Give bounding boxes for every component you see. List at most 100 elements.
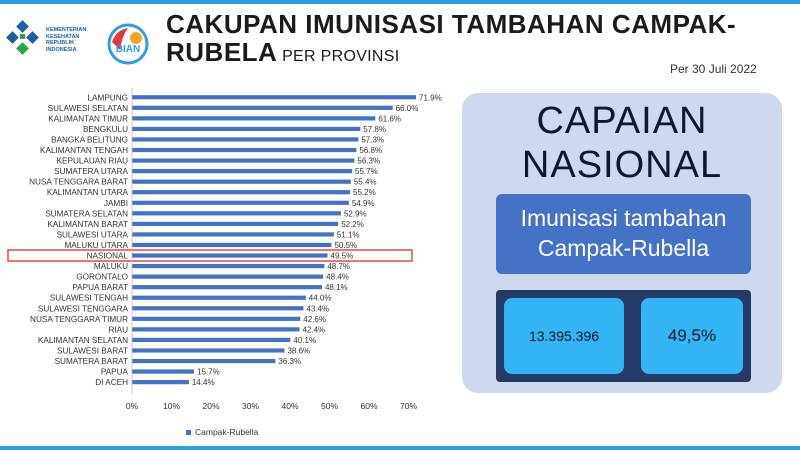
bar <box>132 211 341 216</box>
bar <box>132 221 339 226</box>
data-label: 38.6% <box>287 346 310 355</box>
bottom-accent-bar <box>0 446 800 450</box>
bar <box>132 179 351 184</box>
bar <box>132 327 300 332</box>
panel-title-line-2: NASIONAL <box>521 144 723 186</box>
data-label: 48.7% <box>327 262 350 271</box>
category-label: DI ACEH <box>95 378 128 387</box>
kemenkes-emblem-icon <box>6 20 39 55</box>
category-label: KALIMANTAN SELATAN <box>38 336 128 345</box>
data-label: 52.9% <box>344 209 367 218</box>
category-label: SULAWESI UTARA <box>57 230 129 239</box>
category-label: BANGKA BELITUNG <box>51 135 128 144</box>
bar <box>132 358 276 364</box>
stat-coverage-percent: 49,5% <box>641 298 743 374</box>
bian-emblem-icon: BIAN <box>107 23 149 65</box>
category-label: NASIONAL <box>87 252 129 261</box>
category-label: KALIMANTAN BARAT <box>47 220 128 229</box>
category-label: MALUKU <box>94 262 128 271</box>
data-label: 52.2% <box>341 220 364 229</box>
x-tick-label: 40% <box>281 401 298 411</box>
bar <box>132 348 285 353</box>
bar <box>132 274 324 279</box>
report-date: Per 30 Juli 2022 <box>670 62 757 76</box>
title-line-2-main: RUBELA <box>166 37 278 67</box>
data-label: 57.8% <box>363 125 386 134</box>
bar <box>132 316 301 321</box>
category-label: NUSA TENGGARA BARAT <box>29 178 128 187</box>
data-label: 44.0% <box>309 294 332 303</box>
data-label: 43.4% <box>306 304 329 313</box>
data-label: 15.7% <box>197 368 220 377</box>
national-achievement-panel: CAPAIAN NASIONAL Imunisasi tambahan Camp… <box>462 93 782 393</box>
data-label: 48.1% <box>325 283 348 292</box>
data-label: 14.4% <box>192 378 215 387</box>
data-label: 49.5% <box>331 252 354 261</box>
data-label: 71.9% <box>419 93 442 102</box>
bar <box>132 137 359 142</box>
bian-logo: BIAN <box>106 22 150 66</box>
data-label: 36.3% <box>278 357 301 366</box>
bar <box>132 380 189 385</box>
bar <box>132 95 417 100</box>
kemenkes-logo-text: KEMENTERIAN KESEHATAN REPUBLIK INDONESIA <box>46 27 87 53</box>
category-label: KALIMANTAN TIMUR <box>48 114 128 123</box>
bar <box>132 306 304 311</box>
data-label: 56.3% <box>357 157 380 166</box>
bar <box>132 158 355 163</box>
category-label: RIAU <box>108 325 128 334</box>
category-label: SUMATERA SELATAN <box>45 209 128 218</box>
stat-immunized-count: 13.395.396 <box>504 298 624 374</box>
bar <box>132 190 351 195</box>
bar <box>132 200 349 205</box>
x-tick-label: 70% <box>400 401 417 411</box>
category-label: SUMATERA BARAT <box>55 357 128 366</box>
data-label: 42.4% <box>302 325 325 334</box>
x-tick-label: 0% <box>126 401 139 411</box>
data-label: 42.6% <box>303 315 326 324</box>
data-label: 55.7% <box>355 167 378 176</box>
bian-logo-text: BIAN <box>116 44 140 55</box>
x-tick-label: 10% <box>163 401 180 411</box>
panel-title: CAPAIAN NASIONAL <box>462 99 782 187</box>
data-label: 56.8% <box>359 146 382 155</box>
campaign-label-line-2: Campak-Rubella <box>537 235 710 261</box>
category-label: SUMATERA UTARA <box>54 167 128 176</box>
bar <box>132 263 325 269</box>
bar <box>132 105 393 110</box>
data-label: 51.1% <box>337 230 360 239</box>
legend-swatch <box>186 430 191 435</box>
data-label: 40.1% <box>293 336 316 345</box>
category-label: KALIMANTAN UTARA <box>47 188 129 197</box>
category-label: LAMPUNG <box>88 93 129 102</box>
campaign-label-box: Imunisasi tambahan Campak-Rubella <box>496 194 751 274</box>
data-label: 57.3% <box>361 135 384 144</box>
title-line-1: CAKUPAN IMUNISASI TAMBAHAN CAMPAK- <box>166 9 737 39</box>
title-suffix: PER PROVINSI <box>277 48 400 65</box>
category-label: SULAWESI BARAT <box>57 346 128 355</box>
category-label: JAMBI <box>104 199 128 208</box>
bar <box>132 295 306 300</box>
data-label: 55.4% <box>354 178 377 187</box>
page-title: CAKUPAN IMUNISASI TAMBAHAN CAMPAK- RUBEL… <box>166 10 766 71</box>
bar <box>132 169 353 174</box>
panel-title-line-1: CAPAIAN <box>536 100 708 142</box>
highlight-box <box>7 249 413 262</box>
stats-frame: 13.395.396 49,5% <box>496 290 751 382</box>
data-label: 50.5% <box>334 241 357 250</box>
x-tick-label: 20% <box>202 401 219 411</box>
data-label: 54.9% <box>352 199 375 208</box>
bar <box>132 253 328 258</box>
category-label: MALUKU UTARA <box>64 241 128 250</box>
category-label: PAPUA BARAT <box>72 283 128 292</box>
category-label: GORONTALO <box>76 273 128 282</box>
x-tick-label: 50% <box>321 401 338 411</box>
bar <box>132 126 361 132</box>
data-label: 61.6% <box>378 114 401 123</box>
campaign-label-line-1: Imunisasi tambahan <box>520 205 727 231</box>
bar <box>132 337 291 343</box>
bar <box>132 232 334 237</box>
bar <box>132 116 376 121</box>
legend-label: Campak-Rubella <box>195 427 259 437</box>
kemenkes-logo: KEMENTERIAN KESEHATAN REPUBLIK INDONESIA <box>6 20 106 66</box>
